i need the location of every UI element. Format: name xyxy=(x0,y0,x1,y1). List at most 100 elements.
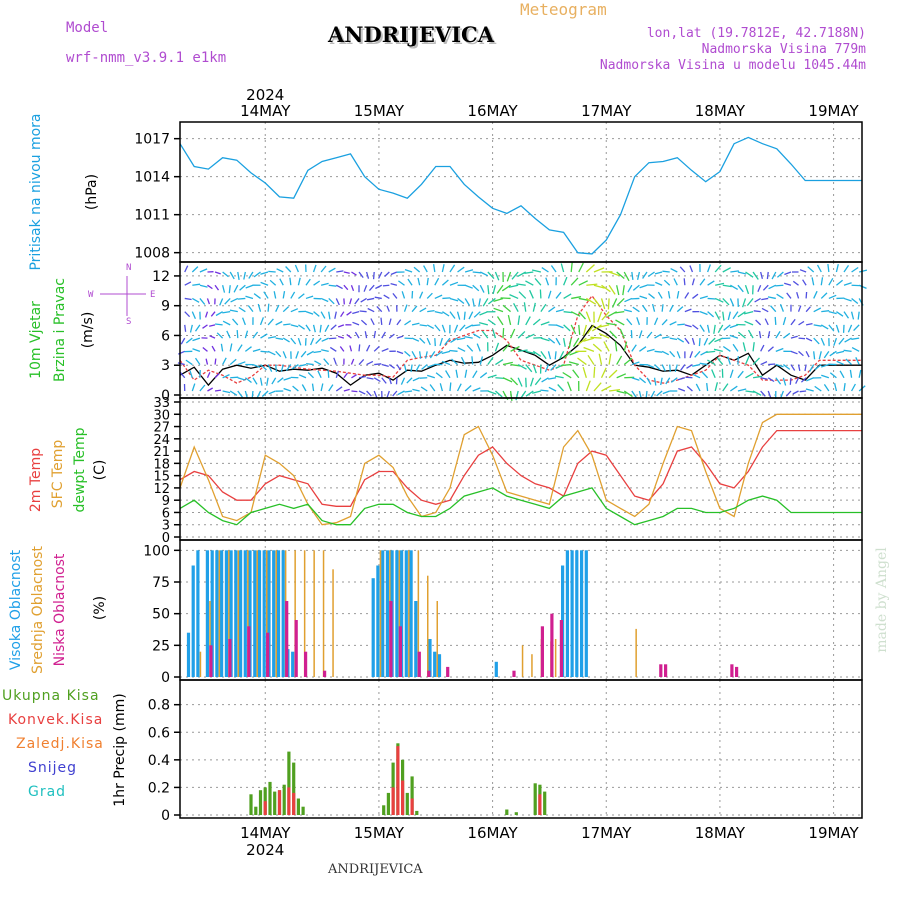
wind-arrow xyxy=(396,364,402,371)
wind-arrow xyxy=(606,322,617,326)
wind-arrow xyxy=(806,377,814,382)
bar-cloud-1 xyxy=(313,550,315,677)
bar-precip-0 xyxy=(268,781,272,815)
wind-arrow xyxy=(282,306,290,313)
wind-arrow xyxy=(723,324,731,331)
wind-arrow xyxy=(828,294,837,300)
wind-arrow xyxy=(191,266,199,273)
wind-arrow xyxy=(366,360,374,366)
wind-arrow xyxy=(548,386,557,392)
wind-arrow xyxy=(502,361,513,366)
wind-arrow xyxy=(427,363,436,368)
wind-arrow xyxy=(745,372,754,379)
wind-arrow xyxy=(359,310,367,313)
wind-arrow xyxy=(479,284,485,293)
wind-arrow xyxy=(722,297,730,306)
bar-cloud-2 xyxy=(398,626,402,677)
wind-arrow xyxy=(813,324,822,327)
wind-arrow xyxy=(601,311,610,321)
bar-cloud-1 xyxy=(332,569,334,677)
wind-arrow xyxy=(714,264,722,273)
wind-arrow xyxy=(404,390,413,393)
wind-arrow xyxy=(737,388,747,392)
wind-arrow xyxy=(843,265,850,273)
wind-arrow xyxy=(799,390,807,393)
wind-arrow xyxy=(674,364,678,372)
wind-arrow xyxy=(466,344,474,352)
wind-arrow xyxy=(636,271,641,280)
wind-arrow xyxy=(404,320,412,326)
wind-arrow xyxy=(412,388,420,392)
wind-arrow xyxy=(279,278,284,286)
wind-arrow xyxy=(799,269,807,273)
wind-arrow xyxy=(578,262,584,273)
wind-arrow xyxy=(686,385,693,392)
wind-arrow xyxy=(517,315,521,325)
wind-arrow xyxy=(311,383,315,392)
wind-arrow xyxy=(336,270,344,273)
wind-arrow xyxy=(714,337,724,343)
wind-arrow xyxy=(335,386,343,392)
wind-arrow xyxy=(456,311,461,320)
wind-arrow xyxy=(367,307,375,313)
wind-arrow xyxy=(789,377,792,385)
bar-cloud-2 xyxy=(427,670,431,677)
bottom-day-label: 17MAY xyxy=(581,824,632,842)
wind-arrow xyxy=(836,279,844,286)
wind-arrow xyxy=(305,278,311,286)
wind-arrow xyxy=(760,390,766,397)
bar-cloud-0 xyxy=(248,550,252,677)
wind-arrow xyxy=(662,336,670,339)
wind-arrow xyxy=(374,296,382,300)
wind-arrow xyxy=(378,271,383,279)
wind-arrow xyxy=(429,384,436,392)
bar-cloud-0 xyxy=(376,565,380,677)
wind-arrow xyxy=(753,310,761,313)
wind-arrow xyxy=(631,271,634,280)
wind-arrow xyxy=(636,317,641,326)
wind-arrow xyxy=(820,292,828,299)
wind-arrow xyxy=(204,311,209,318)
bar-cloud-2 xyxy=(664,664,668,677)
wind-arrow xyxy=(209,335,216,339)
wind-arrow xyxy=(540,303,547,313)
wind-arrow xyxy=(800,377,807,383)
wind-arrow xyxy=(388,377,392,385)
wind-arrow xyxy=(782,332,791,339)
wind-arrow xyxy=(426,292,433,299)
wind-arrow xyxy=(244,330,249,339)
bar-cloud-0 xyxy=(428,639,432,677)
wind-arrow xyxy=(403,304,408,312)
wind-arrow xyxy=(415,364,421,372)
wind-arrow xyxy=(317,370,322,379)
wind-arrow xyxy=(654,271,663,275)
wind-arrow xyxy=(406,377,413,384)
wind-arrow xyxy=(615,319,625,326)
wind-arrow xyxy=(335,298,340,306)
wind-arrow xyxy=(836,311,844,317)
wind-arrow xyxy=(502,377,513,383)
bar-cloud-0 xyxy=(575,550,579,677)
wind-arrow xyxy=(388,364,395,369)
wind-arrow xyxy=(760,377,768,380)
wind-arrow xyxy=(711,369,716,379)
wind-arrow xyxy=(404,268,413,273)
wind-arrow xyxy=(654,333,662,339)
wind-arrow xyxy=(199,298,206,305)
wind-arrow xyxy=(349,345,353,352)
precip-legend-0: Ukupna Kisa xyxy=(2,688,100,704)
wind-arrow xyxy=(805,351,810,358)
wind-arrow xyxy=(401,291,406,299)
wind-arrow xyxy=(442,297,451,300)
wind-arrow xyxy=(775,284,784,287)
wind-arrow xyxy=(237,377,246,381)
wind-arrow xyxy=(358,344,361,352)
wind-arrow xyxy=(397,390,405,396)
wind-arrow xyxy=(692,373,701,379)
wind-arrow xyxy=(776,293,784,299)
wind-arrow xyxy=(691,278,695,286)
wind-arrow xyxy=(233,284,239,293)
y-tick-label: 12 xyxy=(153,482,170,497)
wind-arrow xyxy=(252,331,259,339)
bottom-day-label: 14MAY xyxy=(240,824,291,842)
